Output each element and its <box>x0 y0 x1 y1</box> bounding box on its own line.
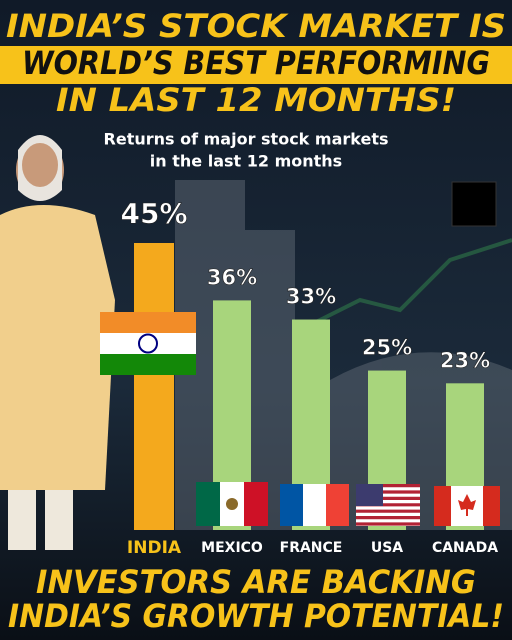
value-label: 36% <box>207 265 257 289</box>
subtitle-line: in the last 12 months <box>150 152 342 171</box>
bar <box>134 243 174 530</box>
value-label: 33% <box>286 285 336 309</box>
category-label: USA <box>371 540 403 556</box>
value-label: 23% <box>440 348 490 372</box>
category-label: FRANCE <box>280 540 343 556</box>
footer-line: INDIA’S GROWTH POTENTIAL! <box>8 597 504 635</box>
flags <box>100 312 500 526</box>
value-label: 45% <box>120 197 187 230</box>
category-label: MEXICO <box>201 540 263 556</box>
title-line: INDIA’S STOCK MARKET IS <box>6 7 506 45</box>
flag-canada <box>434 486 500 526</box>
flag-mexico <box>196 482 268 526</box>
subtitle-line: Returns of major stock markets <box>104 130 389 149</box>
category-label: CANADA <box>432 540 498 556</box>
logo <box>451 181 497 227</box>
market-line <box>299 238 512 332</box>
category-label: INDIA <box>127 538 182 558</box>
flag-france <box>280 484 349 526</box>
title-band <box>0 46 512 84</box>
flag-india <box>100 312 196 375</box>
value-label: 25% <box>362 336 412 360</box>
title-line: IN LAST 12 MONTHS! <box>56 81 456 119</box>
flag-usa <box>356 484 420 526</box>
person <box>0 135 115 550</box>
title-line: WORLD’S BEST PERFORMING <box>22 44 490 82</box>
footer-line: INVESTORS ARE BACKING <box>36 563 476 601</box>
